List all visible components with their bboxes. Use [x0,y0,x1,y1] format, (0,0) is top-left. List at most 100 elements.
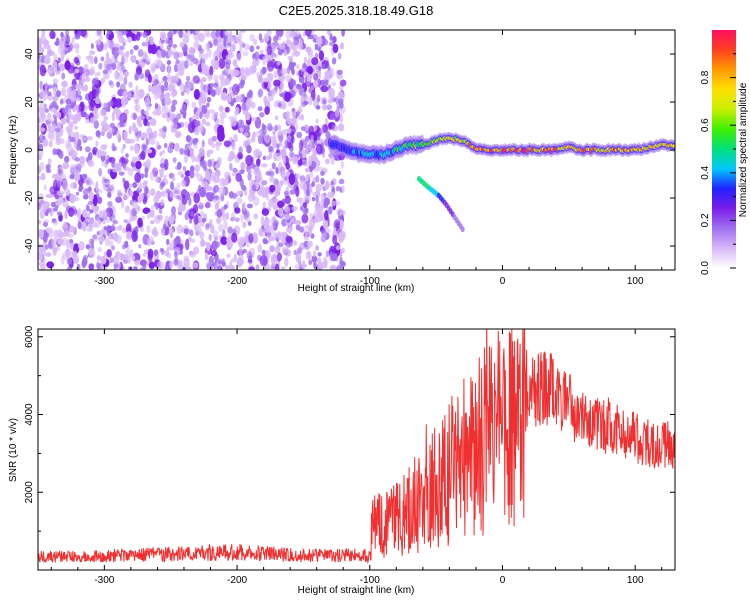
noise-cell [277,207,284,217]
x-tick-label: 100 [627,276,644,287]
noise-cell [194,127,200,135]
noise-cell [38,219,42,225]
noise-cell [122,143,126,150]
noise-cell [246,251,253,260]
noise-cell [280,68,288,75]
noise-cell [170,75,176,81]
noise-cell [174,73,179,83]
noise-cell [257,243,262,253]
noise-cell [165,99,172,105]
noise-cell [147,238,152,247]
noise-cell [109,257,114,264]
noise-cell [329,264,337,270]
noise-cell [127,91,132,99]
noise-cell [234,207,241,214]
noise-cell [253,213,259,220]
noise-cell [69,92,76,103]
noise-cell [144,69,151,78]
noise-cell [150,209,155,218]
noise-cell [145,137,149,146]
noise-cell [70,137,76,143]
noise-cell [61,72,66,80]
noise-cell [261,180,268,186]
noise-cell [322,232,327,240]
noise-cell [132,182,138,189]
noise-cell [334,253,339,262]
noise-cell [88,152,93,161]
noise-cell [123,192,130,200]
noise-cell [155,190,162,199]
noise-cell [74,172,81,182]
noise-cell [257,106,263,112]
signal-core [672,144,675,148]
noise-cell [48,50,56,56]
noise-cell [123,76,128,86]
noise-cell [111,62,117,71]
noise-cell [290,41,295,47]
noise-cell [162,75,168,82]
noise-cell [219,74,225,81]
noise-cell [299,139,303,152]
noise-cell [173,117,179,125]
noise-cell [224,64,231,74]
noise-cell [72,107,77,113]
noise-cell [68,207,75,218]
noise-cell [131,156,137,164]
noise-cell [153,92,160,101]
noise-cell [283,190,289,196]
noise-cell [109,225,116,232]
noise-cell [141,41,147,47]
noise-cell [210,171,217,177]
noise-cell [106,38,111,48]
noise-cell [49,106,57,113]
noise-cell [100,255,107,265]
noise-cell [40,173,46,181]
noise-cell [184,121,189,129]
noise-cell [65,98,72,105]
noise-cell [211,143,216,149]
noise-cell [208,139,213,146]
noise-cell [192,75,200,84]
noise-cell [48,140,53,148]
noise-cell [315,194,319,204]
noise-cell [327,98,334,104]
noise-cell [60,46,65,51]
noise-cell [193,192,200,204]
noise-cell [88,238,92,245]
noise-cell [199,111,203,120]
noise-cell [131,208,137,217]
noise-cell [231,141,236,151]
noise-cell [242,201,246,212]
noise-cell [117,60,121,70]
noise-cell [112,232,119,242]
noise-cell [276,143,280,149]
noise-cell [48,207,52,213]
noise-cell [329,251,333,257]
noise-cell [81,136,87,141]
noise-cell [66,86,72,96]
noise-cell [128,126,132,135]
noise-cell [341,30,345,37]
noise-cell [188,46,195,56]
noise-cell [268,72,274,82]
noise-cell [300,126,306,131]
noise-cell [131,255,136,261]
noise-cell [256,45,260,50]
noise-cell [317,252,322,257]
noise-cell [116,130,121,139]
noise-cell [193,214,199,225]
noise-cell [78,187,83,192]
snr-plot-area [38,329,675,564]
noise-cell [311,255,318,263]
noise-cell [296,131,303,139]
noise-cell [273,178,279,187]
noise-cell [281,246,289,254]
noise-cell [99,229,105,235]
noise-cell [297,153,303,158]
noise-cell [278,235,282,241]
noise-cell [148,84,152,93]
noise-cell [294,30,301,37]
noise-cell [217,124,225,137]
noise-cell [303,72,308,77]
noise-cell [261,66,267,74]
